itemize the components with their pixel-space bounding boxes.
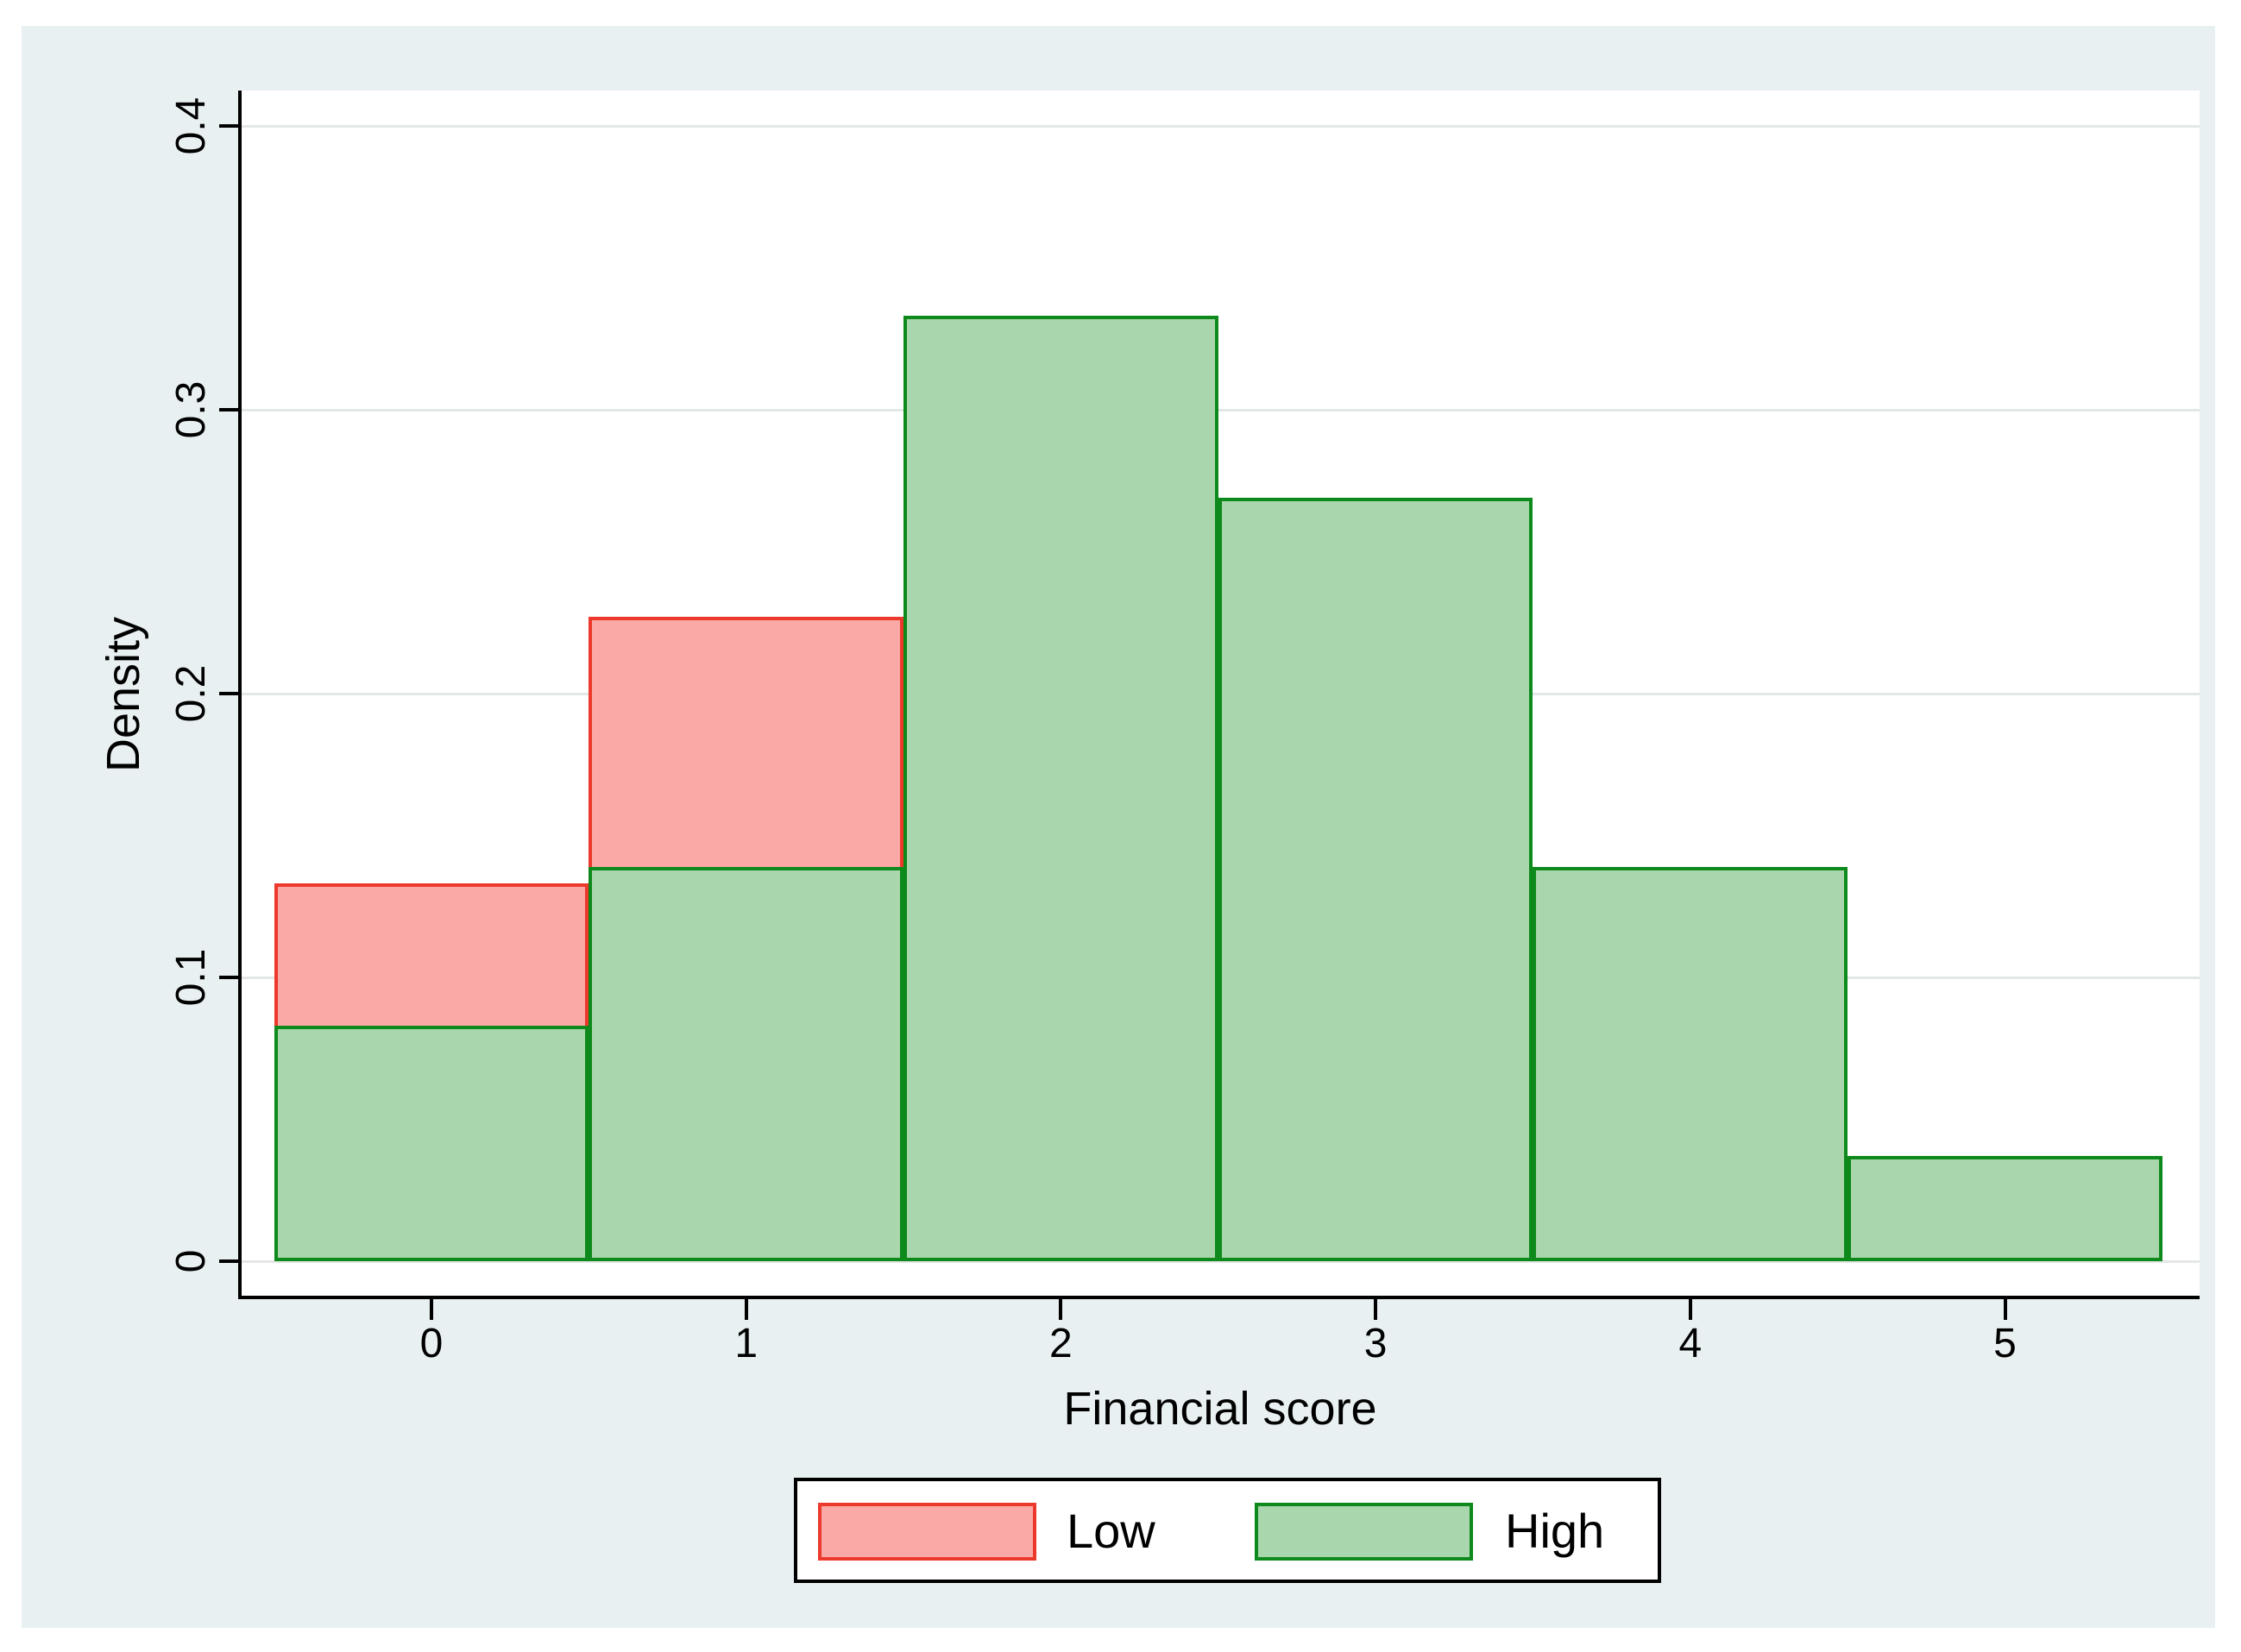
x-tick-label-2: 2 bbox=[1049, 1321, 1073, 1366]
legend-swatch-low bbox=[818, 1503, 1036, 1561]
y-tick-label-0.4: 0.4 bbox=[167, 97, 214, 155]
y-tick-label-0.2: 0.2 bbox=[167, 664, 214, 723]
histogram-bar-high-0 bbox=[274, 1025, 589, 1261]
gridline-y-0.3 bbox=[242, 408, 2200, 411]
gridline-y-0.4 bbox=[242, 124, 2200, 128]
y-tick-0.3 bbox=[219, 408, 240, 411]
histogram-bar-high-3 bbox=[1218, 497, 1533, 1261]
legend-label-low: Low bbox=[1067, 1503, 1155, 1558]
y-tick-label-0.3: 0.3 bbox=[167, 380, 214, 439]
x-tick-label-3: 3 bbox=[1363, 1321, 1388, 1366]
x-tick-label-0: 0 bbox=[419, 1321, 444, 1366]
x-tick-label-4: 4 bbox=[1678, 1321, 1703, 1366]
histogram-bar-high-1 bbox=[589, 866, 904, 1261]
x-tick-3 bbox=[1374, 1299, 1378, 1320]
y-axis-title: Density bbox=[98, 616, 149, 773]
gridline-y-0 bbox=[242, 1259, 2200, 1263]
x-tick-4 bbox=[1688, 1299, 1692, 1320]
y-tick-0.1 bbox=[219, 976, 240, 979]
legend-label-high: High bbox=[1505, 1503, 1605, 1558]
y-tick-0 bbox=[219, 1259, 240, 1263]
x-tick-0 bbox=[430, 1299, 433, 1320]
x-axis-title: Financial score bbox=[1063, 1383, 1377, 1435]
histogram-bar-high-2 bbox=[903, 316, 1218, 1261]
y-axis-line bbox=[238, 91, 242, 1299]
x-tick-label-1: 1 bbox=[734, 1321, 759, 1366]
chart-panel: 0 1 2 3 4 5 0 0.1 0.2 0.3 0.4 Financial score Dens… bbox=[22, 26, 2215, 1628]
histogram-bar-high-5 bbox=[1848, 1156, 2162, 1261]
legend-swatch-high bbox=[1255, 1503, 1473, 1561]
x-axis-line bbox=[238, 1296, 2200, 1299]
x-tick-5 bbox=[2003, 1299, 2007, 1320]
x-tick-2 bbox=[1059, 1299, 1063, 1320]
y-tick-0.2 bbox=[219, 692, 240, 695]
x-tick-label-5: 5 bbox=[1993, 1321, 2017, 1366]
histogram-bar-high-4 bbox=[1533, 866, 1848, 1261]
y-tick-label-0.1: 0.1 bbox=[167, 948, 214, 1007]
y-tick-0.4 bbox=[219, 124, 240, 128]
x-tick-1 bbox=[744, 1299, 748, 1320]
legend: Low High bbox=[794, 1478, 1661, 1583]
y-tick-label-0: 0 bbox=[167, 1249, 214, 1273]
